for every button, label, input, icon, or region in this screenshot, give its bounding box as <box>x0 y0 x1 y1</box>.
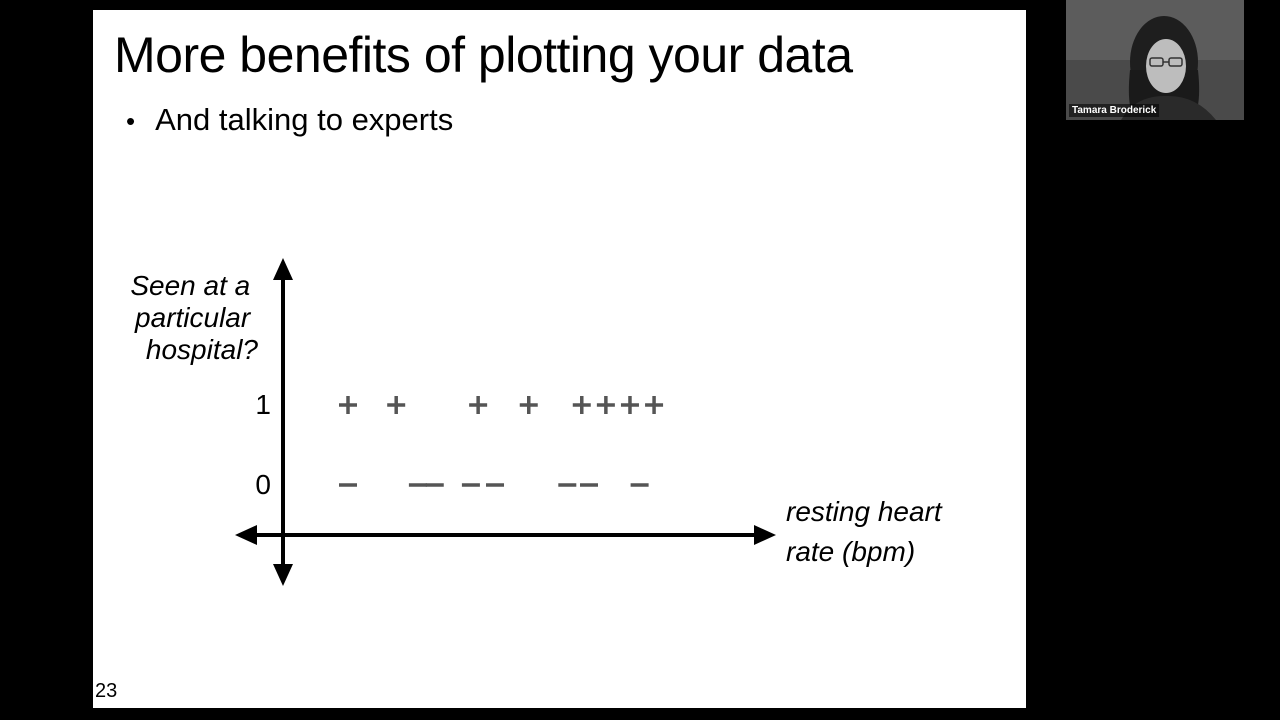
x-axis-arrow-right <box>754 525 776 545</box>
presentation-slide: More benefits of plotting your data • And… <box>93 10 1026 708</box>
x-axis-label-line-2: rate (bpm) <box>786 536 915 567</box>
y-axis-label-line-2: particular <box>134 302 252 333</box>
y-axis-label: Seen at a particular hospital? <box>130 270 258 365</box>
y-tick-0: 0 <box>255 469 271 500</box>
y-axis-arrow-down <box>273 564 293 586</box>
x-axis-arrow-left <box>235 525 257 545</box>
plus-marker <box>596 396 615 414</box>
plus-marker <box>620 396 639 414</box>
participant-name: Tamara Broderick <box>1069 104 1160 117</box>
plus-marker <box>339 396 357 414</box>
plus-marker <box>572 396 591 414</box>
plus-marker <box>645 396 664 414</box>
bullet-text: And talking to experts <box>155 102 454 137</box>
plus-marker <box>469 396 488 414</box>
slide-title: More benefits of plotting your data <box>114 27 853 83</box>
plus-marker <box>387 396 406 414</box>
slide-number: 23 <box>95 680 118 702</box>
y-axis-arrow-up <box>273 258 293 280</box>
plus-marker <box>519 396 538 414</box>
y-axis-label-line-1: Seen at a <box>130 270 250 301</box>
x-axis-label: resting heart rate (bpm) <box>786 496 949 567</box>
participant-video-tile[interactable]: Tamara Broderick <box>1066 0 1244 120</box>
y-tick-1: 1 <box>255 389 271 420</box>
bullet-item: • And talking to experts <box>126 102 453 138</box>
x-axis-label-line-1: resting heart <box>786 496 943 527</box>
scatter-chart: Seen at a particular hospital? resting h… <box>130 258 949 586</box>
bullet-marker: • <box>126 106 136 136</box>
data-points <box>339 396 664 487</box>
participant-video-thumbnail <box>1066 0 1244 120</box>
y-axis-label-line-3: hospital? <box>146 334 259 365</box>
